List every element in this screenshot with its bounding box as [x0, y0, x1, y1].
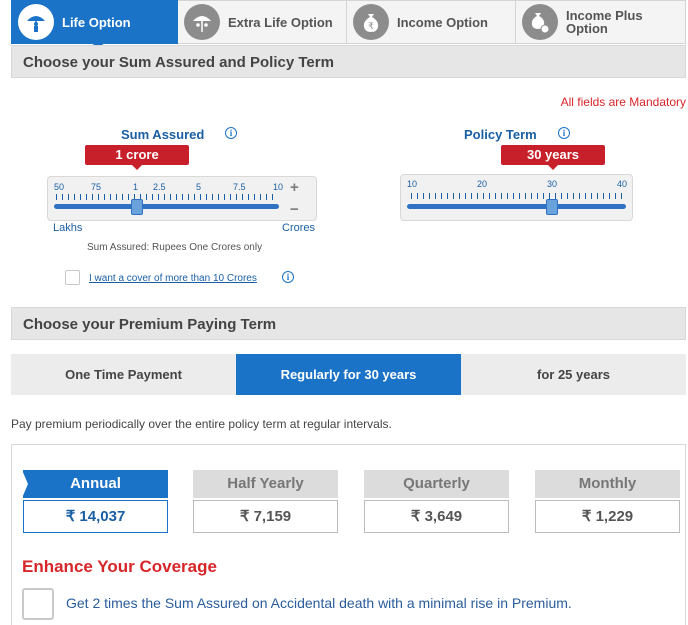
decrease-button[interactable]: − [290, 201, 299, 218]
premium-term-one-time[interactable]: One Time Payment [65, 367, 182, 382]
rupee-bag-icon: ₹ [353, 4, 389, 40]
tick-label: 30 [547, 179, 558, 189]
slider-min-caption: Lakhs [53, 222, 83, 234]
frequency-monthly[interactable]: Monthly ₹ 1,229 [535, 470, 680, 533]
slider-max-caption: Crores [282, 222, 316, 234]
tick-label: 7.5 [233, 182, 246, 192]
tick-label: 20 [477, 179, 488, 189]
tick-label: 10 [407, 179, 418, 189]
frequency-quarterly[interactable]: Quarterly ₹ 3,649 [364, 470, 509, 533]
tick-label: 1 [133, 182, 139, 192]
tab-life-option[interactable]: Life Option [11, 0, 178, 50]
frequency-annual[interactable]: Annual ₹ 14,037 [22, 470, 168, 533]
premium-frequency-panel: Annual ₹ 14,037 Half Yearly ₹ 7,159 Quar… [11, 444, 686, 625]
frequency-label[interactable]: Monthly [535, 470, 680, 498]
frequency-label[interactable]: Half Yearly [193, 470, 338, 498]
tab-extra-life-option[interactable]: Extra Life Option [178, 0, 347, 44]
frequency-half-yearly[interactable]: Half Yearly ₹ 7,159 [193, 470, 338, 533]
frequency-amount: ₹ 3,649 [364, 500, 509, 533]
policy-term-value-flag: 30 years [501, 145, 605, 170]
tick-marks [411, 193, 623, 199]
sum-assured-slider[interactable]: 50 75 1 2.5 5 7.5 10 + − [47, 176, 317, 221]
frequency-amount: ₹ 14,037 [23, 500, 168, 533]
svg-text:₹: ₹ [368, 22, 374, 32]
premium-term-tabs: One Time Payment Regularly for 30 years … [11, 354, 686, 395]
umbrella-family-icon [184, 4, 220, 40]
mandatory-note: All fields are Mandatory [560, 95, 686, 109]
sum-assured-value-flag: 1 crore [85, 145, 189, 170]
tick-label: 5 [196, 182, 202, 192]
frequency-amount: ₹ 7,159 [193, 500, 338, 533]
tick-label: 40 [617, 179, 628, 189]
tab-income-plus-option[interactable]: Income Plus Option [516, 0, 686, 44]
premium-term-regular[interactable]: Regularly for 30 years [236, 354, 461, 395]
slider-thumb[interactable] [131, 199, 143, 215]
policy-term-slider[interactable]: 10 20 30 40 [400, 174, 633, 221]
sum-assured-label: Sum Assured [121, 127, 205, 142]
tab-label: Life Option [62, 14, 131, 30]
slider-thumb[interactable] [546, 199, 558, 215]
tick-label: 50 [54, 182, 65, 192]
slider-track [54, 204, 279, 209]
enhance-coverage-heading: Enhance Your Coverage [22, 557, 217, 576]
product-tabs: Life Option Extra Life Option ₹ Income O… [11, 0, 686, 50]
policy-term-label: Policy Term [464, 127, 537, 142]
frequency-amount: ₹ 1,229 [535, 500, 680, 533]
premium-term-limited[interactable]: for 25 years [537, 367, 610, 382]
section-heading-sum-policy: Choose your Sum Assured and Policy Term [11, 45, 686, 78]
tick-label: 2.5 [153, 182, 166, 192]
premium-term-description: Pay premium periodically over the entire… [11, 417, 392, 431]
cover-info-icon[interactable]: i [282, 271, 294, 283]
tab-label: Income Option [397, 14, 488, 30]
tab-income-option[interactable]: ₹ Income Option [347, 0, 516, 44]
cover-above-10cr-checkbox[interactable] [65, 270, 80, 285]
increase-button[interactable]: + [290, 179, 299, 196]
frequency-label[interactable]: Annual [22, 470, 168, 498]
sum-assured-info-icon[interactable]: i [225, 127, 237, 139]
umbrella-person-icon [18, 4, 54, 40]
frequency-label[interactable]: Quarterly [364, 470, 509, 498]
tick-label: 75 [91, 182, 102, 192]
accidental-death-label[interactable]: Get 2 times the Sum Assured on Accidenta… [66, 595, 572, 611]
rupee-bag-coins-icon [522, 4, 558, 40]
tick-label: 10 [273, 182, 284, 192]
tab-label: Income Plus Option [566, 8, 643, 36]
slider-track [407, 204, 626, 209]
policy-term-info-icon[interactable]: i [558, 127, 570, 139]
accidental-death-checkbox[interactable] [22, 588, 54, 620]
sum-assured-summary: Sum Assured: Rupees One Crores only [87, 242, 263, 253]
tab-label: Extra Life Option [228, 14, 333, 30]
cover-above-10cr-link[interactable]: I want a cover of more than 10 Crores [89, 273, 257, 284]
section-heading-premium-term: Choose your Premium Paying Term [11, 307, 686, 340]
tick-marks [56, 194, 278, 200]
